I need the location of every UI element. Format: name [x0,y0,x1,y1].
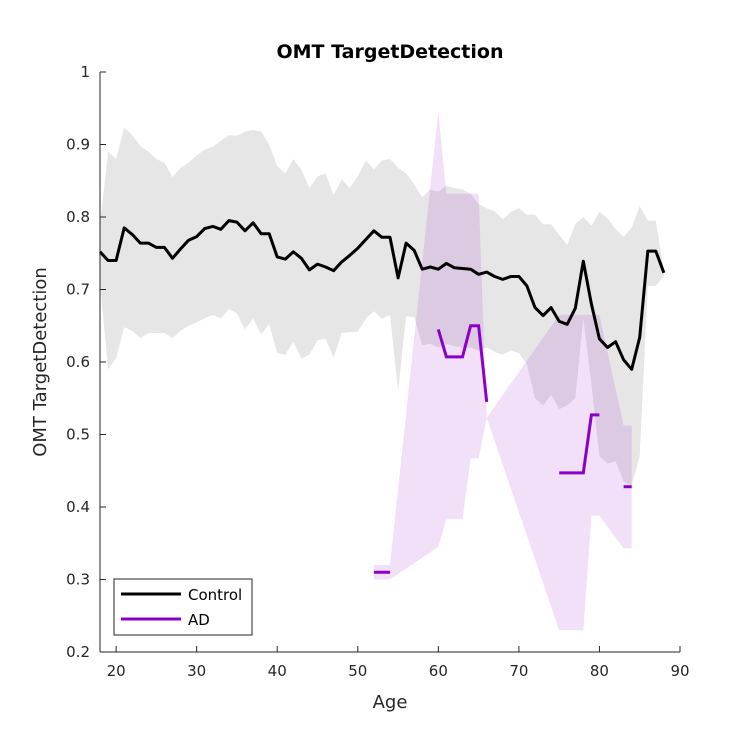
y-tick-label: 0.9 [66,136,90,154]
ad-line-segment-2 [436,324,489,403]
y-axis-label: OMT TargetDetection [30,267,51,457]
y-tick-label: 0.3 [66,571,90,589]
y-tick-label: 1 [80,63,90,81]
x-axis-label: Age [373,692,408,713]
control-line [98,219,666,371]
y-tick-label: 0.7 [66,281,90,299]
x-tick-label: 20 [107,662,126,680]
x-tick-label: 60 [429,662,448,680]
y-tick-label: 0.6 [66,353,90,371]
legend-label-control: Control [188,586,242,604]
y-tick-label: 0.5 [66,426,90,444]
x-tick-label: 50 [348,662,367,680]
x-tick-label: 30 [187,662,206,680]
confidence-bands [100,111,664,631]
x-tick-label: 90 [670,662,689,680]
series-lines [98,219,666,574]
control-band [100,127,664,486]
axes: 20 30 40 50 60 70 80 90 0.2 0.3 0.4 0.5 0.6 0.7 0.8 0.9… [66,63,689,680]
x-tick-label: 40 [268,662,287,680]
legend: Control AD [113,578,253,636]
legend-label-ad: AD [188,611,210,629]
x-tick-label: 70 [509,662,528,680]
y-tick-label: 0.2 [66,643,90,661]
x-tick-label: 80 [590,662,609,680]
legend-box [113,578,253,636]
chart-title: OMT TargetDetection [277,41,504,63]
y-tick-label: 0.4 [66,498,90,516]
ad-line-segment-3 [559,413,600,475]
ad-band [373,111,632,631]
y-tick-label: 0.8 [66,208,90,226]
